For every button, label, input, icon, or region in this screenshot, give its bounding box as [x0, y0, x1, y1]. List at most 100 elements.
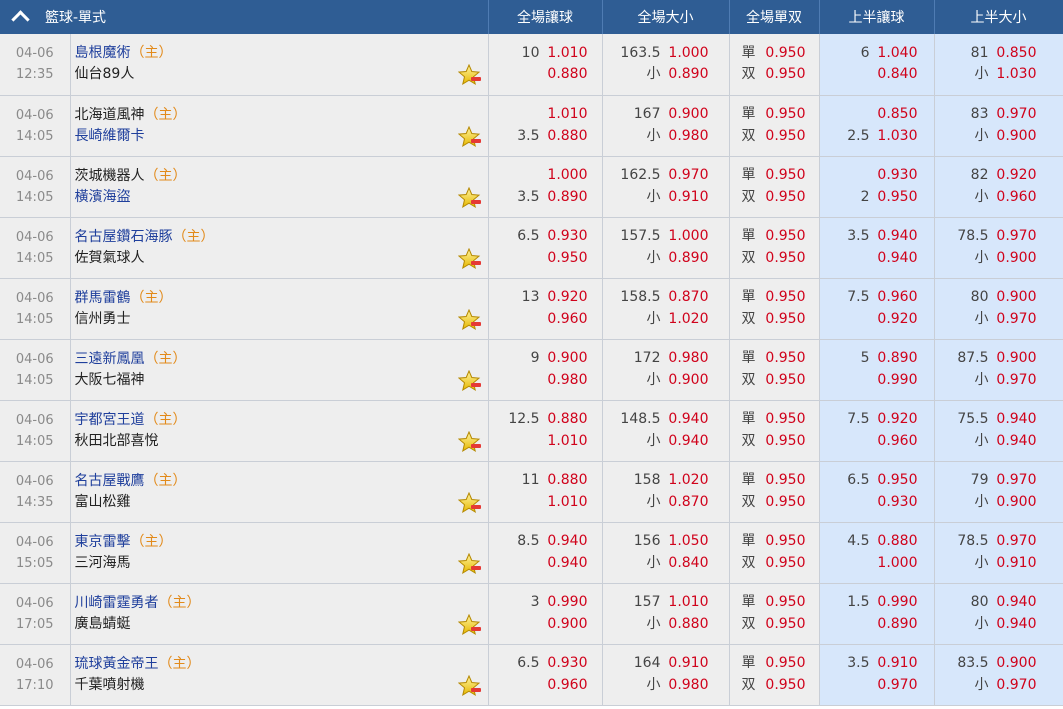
full-over-under-odds-2[interactable]: 小 0.870: [603, 492, 729, 514]
half-over-under-odds-1[interactable]: 75.5 0.940: [935, 409, 1063, 431]
half-over-under-odds-1[interactable]: 82 0.920: [935, 165, 1063, 187]
star-icon[interactable]: [457, 308, 482, 331]
full-handicap-odds-2[interactable]: 0.980: [489, 370, 602, 392]
away-team[interactable]: 千葉噴射機: [71, 675, 488, 696]
half-handicap-odds-2[interactable]: 0.940: [820, 248, 934, 270]
full-handicap-odds-2[interactable]: 0.950: [489, 248, 602, 270]
full-over-under-odds-1[interactable]: 163.5 1.000: [603, 43, 729, 65]
full-odd-even-odds-1[interactable]: 單 0.950: [730, 226, 819, 248]
full-odd-even-odds-1[interactable]: 單 0.950: [730, 653, 819, 675]
full-over-under-odds-1[interactable]: 158.5 0.870: [603, 287, 729, 309]
home-team[interactable]: 名古屋戰鷹（主）: [71, 471, 488, 492]
full-handicap-odds-2[interactable]: 0.900: [489, 614, 602, 636]
half-handicap-odds-1[interactable]: 0.930: [820, 165, 934, 187]
half-over-under-odds-2[interactable]: 小 0.940: [935, 431, 1063, 453]
half-over-under-odds-2[interactable]: 小 0.900: [935, 248, 1063, 270]
full-odd-even-odds-2[interactable]: 双 0.950: [730, 431, 819, 453]
away-team[interactable]: 廣島蜻蜓: [71, 614, 488, 635]
full-odd-even-odds-2[interactable]: 双 0.950: [730, 675, 819, 697]
home-team[interactable]: 川崎雷霆勇者（主）: [71, 593, 488, 614]
half-over-under-odds-2[interactable]: 小 0.970: [935, 370, 1063, 392]
away-team[interactable]: 橫濱海盜: [71, 187, 488, 208]
full-over-under-odds-2[interactable]: 小 1.020: [603, 309, 729, 331]
full-odd-even-odds-1[interactable]: 單 0.950: [730, 348, 819, 370]
full-over-under-odds-2[interactable]: 小 0.900: [603, 370, 729, 392]
full-odd-even-odds-2[interactable]: 双 0.950: [730, 248, 819, 270]
full-odd-even-odds-2[interactable]: 双 0.950: [730, 64, 819, 86]
home-team[interactable]: 群馬雷鶴（主）: [71, 288, 488, 309]
full-over-under-odds-2[interactable]: 小 0.940: [603, 431, 729, 453]
half-over-under-odds-2[interactable]: 小 0.900: [935, 492, 1063, 514]
half-handicap-odds-2[interactable]: 0.930: [820, 492, 934, 514]
half-handicap-odds-1[interactable]: 1.5 0.990: [820, 592, 934, 614]
full-odd-even-odds-1[interactable]: 單 0.950: [730, 470, 819, 492]
half-handicap-odds-2[interactable]: 0.990: [820, 370, 934, 392]
home-team[interactable]: 名古屋鑽石海豚（主）: [71, 227, 488, 248]
full-odd-even-odds-1[interactable]: 單 0.950: [730, 287, 819, 309]
star-icon[interactable]: [457, 613, 482, 636]
half-handicap-odds-2[interactable]: 2.5 1.030: [820, 126, 934, 148]
full-handicap-odds-2[interactable]: 1.010: [489, 492, 602, 514]
half-handicap-odds-1[interactable]: 3.5 0.940: [820, 226, 934, 248]
half-handicap-odds-2[interactable]: 0.840: [820, 64, 934, 86]
full-handicap-odds-2[interactable]: 3.5 0.890: [489, 187, 602, 209]
full-handicap-odds-2[interactable]: 0.880: [489, 64, 602, 86]
full-over-under-odds-2[interactable]: 小 0.890: [603, 248, 729, 270]
half-handicap-odds-2[interactable]: 0.960: [820, 431, 934, 453]
half-over-under-odds-2[interactable]: 小 0.960: [935, 187, 1063, 209]
star-icon[interactable]: [457, 63, 482, 86]
full-odd-even-odds-1[interactable]: 單 0.950: [730, 409, 819, 431]
full-handicap-odds-1[interactable]: 10 1.010: [489, 43, 602, 65]
full-odd-even-odds-2[interactable]: 双 0.950: [730, 553, 819, 575]
half-handicap-odds-2[interactable]: 0.890: [820, 614, 934, 636]
sport-title-header[interactable]: 籃球-單式: [0, 0, 489, 34]
full-odd-even-odds-2[interactable]: 双 0.950: [730, 614, 819, 636]
full-odd-even-odds-2[interactable]: 双 0.950: [730, 187, 819, 209]
half-handicap-odds-1[interactable]: 3.5 0.910: [820, 653, 934, 675]
half-over-under-odds-2[interactable]: 小 0.900: [935, 126, 1063, 148]
full-over-under-odds-1[interactable]: 148.5 0.940: [603, 409, 729, 431]
half-over-under-odds-2[interactable]: 小 1.030: [935, 64, 1063, 86]
home-team[interactable]: 北海道風神（主）: [71, 105, 488, 126]
half-over-under-odds-2[interactable]: 小 0.910: [935, 553, 1063, 575]
away-team[interactable]: 佐賀氣球人: [71, 248, 488, 269]
away-team[interactable]: 仙台89人: [71, 64, 488, 85]
star-icon[interactable]: [457, 674, 482, 697]
full-over-under-odds-1[interactable]: 157 1.010: [603, 592, 729, 614]
full-handicap-odds-2[interactable]: 3.5 0.880: [489, 126, 602, 148]
home-team[interactable]: 琉球黃金帝王（主）: [71, 654, 488, 675]
away-team[interactable]: 富山松雞: [71, 492, 488, 513]
full-over-under-odds-1[interactable]: 172 0.980: [603, 348, 729, 370]
half-handicap-odds-1[interactable]: 4.5 0.880: [820, 531, 934, 553]
away-team[interactable]: 大阪七福神: [71, 370, 488, 391]
half-over-under-odds-1[interactable]: 80 0.900: [935, 287, 1063, 309]
half-over-under-odds-2[interactable]: 小 0.970: [935, 675, 1063, 697]
full-over-under-odds-2[interactable]: 小 0.880: [603, 614, 729, 636]
half-handicap-odds-1[interactable]: 6.5 0.950: [820, 470, 934, 492]
full-odd-even-odds-1[interactable]: 單 0.950: [730, 531, 819, 553]
star-icon[interactable]: [457, 430, 482, 453]
full-handicap-odds-1[interactable]: 6.5 0.930: [489, 226, 602, 248]
full-odd-even-odds-2[interactable]: 双 0.950: [730, 309, 819, 331]
full-handicap-odds-1[interactable]: 13 0.920: [489, 287, 602, 309]
full-handicap-odds-1[interactable]: 9 0.900: [489, 348, 602, 370]
full-handicap-odds-2[interactable]: 0.940: [489, 553, 602, 575]
full-odd-even-odds-1[interactable]: 單 0.950: [730, 592, 819, 614]
full-over-under-odds-2[interactable]: 小 0.980: [603, 675, 729, 697]
full-handicap-odds-1[interactable]: 8.5 0.940: [489, 531, 602, 553]
away-team[interactable]: 信州勇士: [71, 309, 488, 330]
half-handicap-odds-1[interactable]: 7.5 0.920: [820, 409, 934, 431]
home-team[interactable]: 三遠新鳳凰（主）: [71, 349, 488, 370]
half-over-under-odds-1[interactable]: 83.5 0.900: [935, 653, 1063, 675]
full-handicap-odds-1[interactable]: 1.000: [489, 165, 602, 187]
full-handicap-odds-1[interactable]: 11 0.880: [489, 470, 602, 492]
home-team[interactable]: 島根魔術（主）: [71, 43, 488, 64]
full-over-under-odds-1[interactable]: 162.5 0.970: [603, 165, 729, 187]
full-odd-even-odds-2[interactable]: 双 0.950: [730, 126, 819, 148]
half-handicap-odds-2[interactable]: 0.920: [820, 309, 934, 331]
star-icon[interactable]: [457, 369, 482, 392]
half-over-under-odds-1[interactable]: 81 0.850: [935, 43, 1063, 65]
full-handicap-odds-1[interactable]: 12.5 0.880: [489, 409, 602, 431]
full-over-under-odds-2[interactable]: 小 0.980: [603, 126, 729, 148]
half-over-under-odds-2[interactable]: 小 0.940: [935, 614, 1063, 636]
